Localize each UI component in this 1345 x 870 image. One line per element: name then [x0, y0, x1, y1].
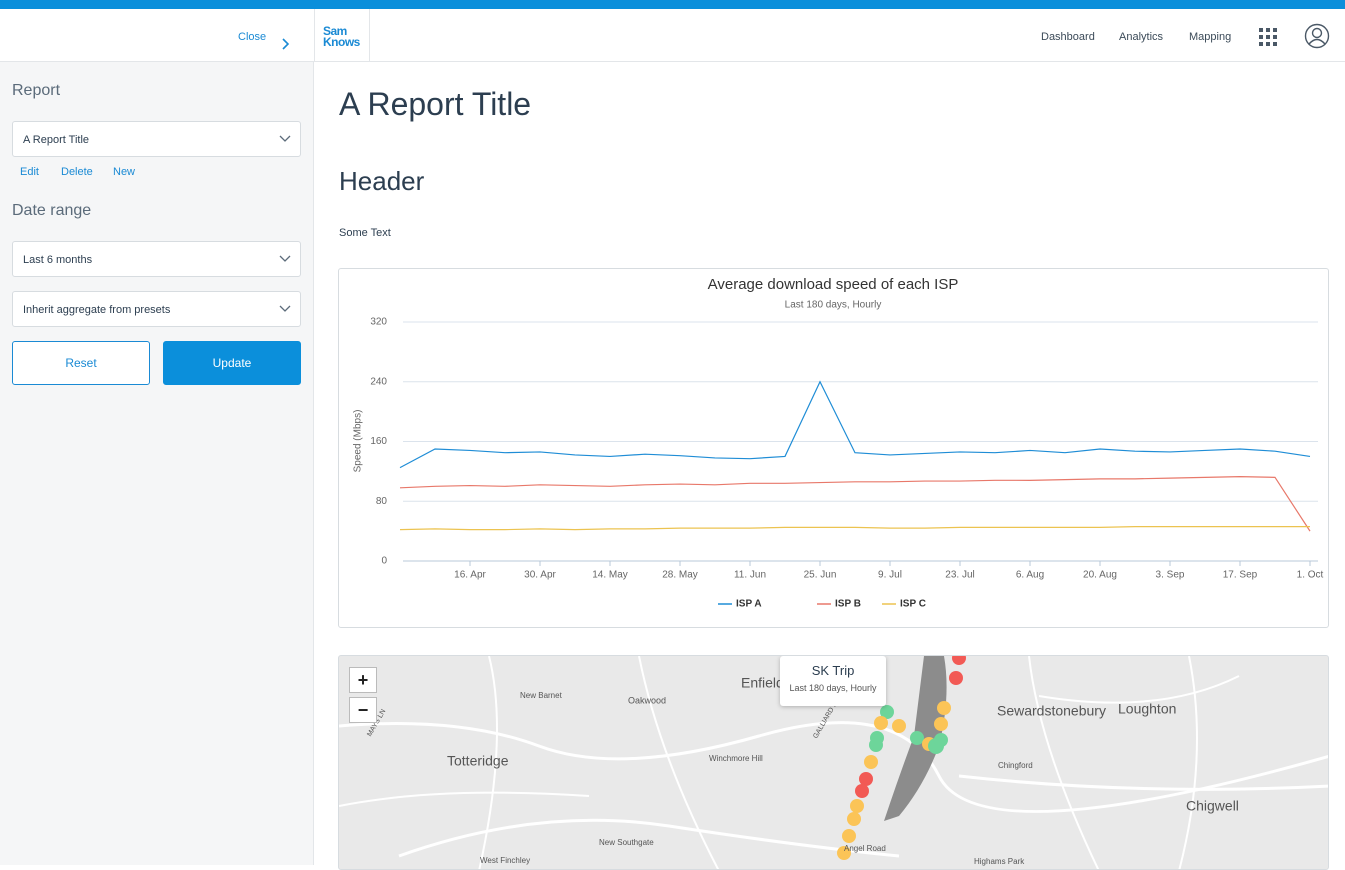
trip-points: [837, 656, 966, 860]
chart-title: Average download speed of each ISP: [708, 276, 959, 293]
section-label: Report: [12, 82, 61, 99]
update-button[interactable]: Update: [163, 341, 301, 385]
chevron-icon[interactable]: [282, 38, 290, 50]
dropdown-arrow: [279, 135, 291, 142]
x-tick-label: 17. Sep: [1223, 570, 1258, 581]
nav-link[interactable]: Mapping: [1189, 31, 1232, 43]
top-accent-bar: [0, 0, 1345, 9]
logo[interactable]: Sam Knows: [314, 9, 370, 61]
tooltip-subtitle: Last 180 days, Hourly: [789, 683, 877, 693]
place-label: Oakwood: [628, 695, 666, 705]
place-label: New Southgate: [599, 838, 654, 847]
apps-icon[interactable]: [1259, 28, 1277, 46]
x-tick-label: 3. Sep: [1156, 570, 1185, 581]
map-card: Enfield Oakwood New Barnet Totteridge Winchm…: [338, 655, 1329, 870]
date-select[interactable]: Last 6 months: [12, 241, 301, 277]
series-line: [399, 380, 1311, 469]
x-tick-label: 11. Jun: [734, 570, 766, 581]
section-header: Header: [339, 166, 425, 196]
map: Enfield Oakwood New Barnet Totteridge Winchm…: [339, 656, 1328, 869]
report-title: A Report Title: [339, 86, 532, 122]
place-label: Enfield: [741, 675, 784, 691]
logo-line: Knows: [323, 35, 360, 49]
legend-label: ISP B: [835, 599, 861, 610]
nav-link[interactable]: Analytics: [1119, 31, 1164, 43]
x-tick-label: 6. Aug: [1016, 570, 1044, 581]
nav-link[interactable]: Dashboard: [1041, 31, 1095, 43]
legend-item: ISP B: [817, 599, 861, 610]
y-tick-label: 0: [381, 556, 387, 567]
select-value: Last 6 months: [23, 254, 93, 266]
place-label: Winchmore Hill: [709, 754, 763, 763]
series-line: [399, 476, 1311, 532]
legend-item: ISP C: [882, 599, 926, 610]
header-bar: Close Sam Knows Dashboard Analytics Mappi…: [0, 9, 1345, 62]
roads: [339, 656, 1328, 869]
select-value: A Report Title: [23, 134, 90, 146]
x-tick-label: 30. Apr: [524, 570, 556, 581]
x-tick-label: 16. Apr: [454, 570, 486, 581]
user-icon[interactable]: [1304, 23, 1330, 49]
y-tick-label: 240: [370, 376, 387, 387]
body-text: Some Text: [339, 227, 391, 239]
chart: Average download speed of each ISP Last …: [353, 276, 1324, 610]
logo-line: Sam: [323, 24, 347, 38]
chart-subtitle: Last 180 days, Hourly: [785, 300, 882, 311]
aggregate-select[interactable]: Inherit aggregate from presets: [12, 291, 301, 327]
dropdown-arrow: [279, 255, 291, 262]
new-link[interactable]: New: [113, 166, 136, 178]
place-label: Totteridge: [447, 753, 509, 769]
y-tick-label: 160: [370, 436, 387, 447]
close-link[interactable]: Close: [238, 31, 267, 43]
place-label: Chingford: [998, 761, 1033, 770]
legend-item: ISP A: [718, 599, 762, 610]
zoom-out-button[interactable]: −: [349, 697, 377, 723]
map-tooltip: SK Trip Last 180 days, Hourly: [780, 656, 886, 706]
edit-link[interactable]: Edit: [20, 166, 39, 178]
x-tick-label: 20. Aug: [1083, 570, 1117, 581]
tooltip-title: SK Trip: [811, 663, 855, 678]
select-value: Inherit aggregate from presets: [23, 304, 171, 316]
x-tick-label: 9. Jul: [878, 570, 902, 581]
place-label: Sewardstonebury: [997, 703, 1106, 719]
place-label: Loughton: [1118, 701, 1176, 717]
delete-link[interactable]: Delete: [61, 166, 93, 178]
place-label: New Barnet: [520, 691, 563, 700]
legend-label: ISP C: [900, 599, 926, 610]
x-tick-label: 25. Jun: [804, 570, 837, 581]
legend-label: ISP A: [736, 599, 762, 610]
sidebar: [0, 62, 314, 865]
place-label: West Finchley: [480, 856, 530, 865]
x-tick-label: 28. May: [662, 570, 698, 581]
y-tick-label: 80: [376, 496, 388, 507]
reset-button[interactable]: Reset: [12, 341, 150, 385]
chart-card: [338, 268, 1329, 628]
section-label: Date range: [12, 202, 92, 219]
place-label: Chigwell: [1186, 798, 1239, 814]
report-select[interactable]: A Report Title: [12, 121, 301, 157]
place-label: Highams Park: [974, 857, 1025, 866]
place-label: Angel Road: [844, 844, 886, 853]
zoom-in-button[interactable]: +: [349, 667, 377, 693]
series-line: [399, 526, 1310, 531]
y-axis-label: Speed (Mbps): [353, 410, 364, 473]
x-tick-label: 1. Oct: [1297, 570, 1324, 581]
x-tick-label: 23. Jul: [945, 570, 974, 581]
y-tick-label: 320: [370, 317, 387, 328]
dropdown-arrow: [279, 305, 291, 312]
x-tick-label: 14. May: [592, 570, 628, 581]
